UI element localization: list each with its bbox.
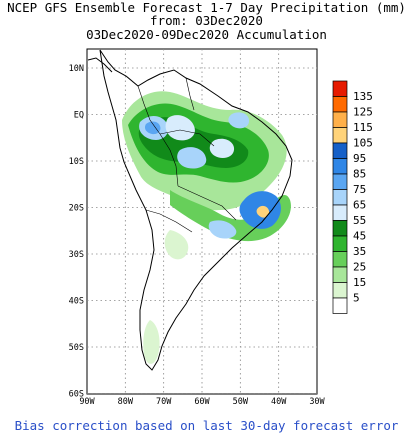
longitude-label: 80W bbox=[118, 397, 134, 407]
latitude-label: 30S bbox=[69, 250, 84, 260]
legend-swatch bbox=[332, 96, 348, 113]
legend-swatch bbox=[332, 158, 348, 175]
legend-swatch bbox=[332, 127, 348, 144]
legend-label: 105 bbox=[353, 137, 373, 150]
legend-swatch bbox=[332, 80, 348, 97]
legend-swatch bbox=[332, 235, 348, 252]
legend-label: 95 bbox=[353, 152, 366, 165]
legend-label: 85 bbox=[353, 168, 366, 181]
precip-pocket-north bbox=[228, 112, 250, 129]
central-america-coastline bbox=[87, 57, 113, 73]
legend-swatch bbox=[332, 266, 348, 283]
latitude-label: 20S bbox=[69, 204, 84, 214]
legend-swatch bbox=[332, 189, 348, 206]
legend-label: 25 bbox=[353, 261, 366, 274]
precip-region-southeast bbox=[208, 220, 237, 239]
legend-swatch bbox=[332, 251, 348, 268]
forecast-start-date: from: 03Dec2020 bbox=[150, 13, 263, 28]
precip-region-andes-south bbox=[143, 320, 160, 364]
border-line bbox=[145, 209, 193, 233]
longitude-label: 70W bbox=[156, 397, 172, 407]
longitude-label: 60W bbox=[194, 397, 210, 407]
latitude-label: 60S bbox=[69, 390, 84, 400]
precip-pocket-west-core bbox=[144, 121, 161, 135]
latitude-label: 50S bbox=[69, 343, 84, 353]
legend-swatch bbox=[332, 173, 348, 190]
longitude-label: 30W bbox=[309, 397, 325, 407]
legend-swatch bbox=[332, 142, 348, 159]
legend-label: 55 bbox=[353, 214, 366, 227]
latitude-label: 40S bbox=[69, 297, 84, 307]
longitude-label: 90W bbox=[79, 397, 95, 407]
latitude-label: EQ bbox=[74, 111, 84, 121]
longitude-label: 50W bbox=[233, 397, 249, 407]
legend-label: 135 bbox=[353, 90, 373, 103]
bias-correction-note: Bias correction based on last 30-day for… bbox=[14, 418, 399, 433]
precip-pocket-east bbox=[209, 138, 235, 158]
latitude-label: 10S bbox=[69, 157, 84, 167]
legend-label: 5 bbox=[353, 292, 360, 305]
legend-label: 115 bbox=[353, 121, 373, 134]
accumulation-period: 03Dec2020-09Dec2020 Accumulation bbox=[86, 27, 327, 42]
legend-swatch bbox=[332, 282, 348, 299]
legend-swatch bbox=[332, 220, 348, 237]
precip-region-sacz-max bbox=[256, 205, 270, 218]
latitude-label: 10N bbox=[69, 64, 84, 74]
legend-label: 35 bbox=[353, 245, 366, 258]
precip-pocket-south bbox=[177, 147, 207, 169]
legend-label: 15 bbox=[353, 276, 366, 289]
precip-region-south-patches bbox=[164, 230, 189, 260]
border-line bbox=[159, 129, 215, 147]
precip-pocket-central bbox=[165, 115, 195, 141]
precipitation-field bbox=[122, 91, 291, 364]
legend-label: 65 bbox=[353, 199, 366, 212]
country-borders bbox=[137, 77, 237, 233]
legend-swatch bbox=[332, 111, 348, 128]
south-america-coastline bbox=[99, 49, 293, 371]
legend-label: 75 bbox=[353, 183, 366, 196]
legend-label: 125 bbox=[353, 106, 373, 119]
border-line bbox=[177, 185, 237, 221]
legend-swatch bbox=[332, 204, 348, 221]
legend-swatch bbox=[332, 297, 348, 314]
longitude-label: 40W bbox=[271, 397, 287, 407]
border-line bbox=[185, 77, 195, 111]
map-title: NCEP GFS Ensemble Forecast 1-7 Day Preci… bbox=[7, 0, 406, 15]
legend-label: 45 bbox=[353, 230, 366, 243]
coastlines bbox=[87, 49, 293, 371]
